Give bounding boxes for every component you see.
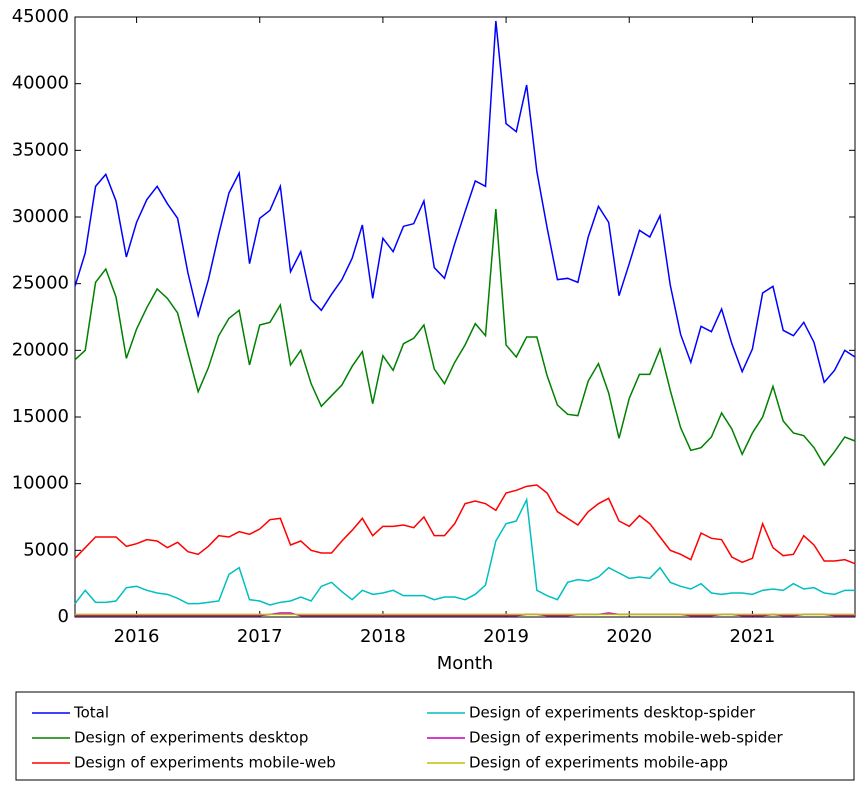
legend-label: Design of experiments mobile-app xyxy=(469,754,728,772)
x-tick-label: 2021 xyxy=(729,626,775,647)
x-tick-label: 2019 xyxy=(483,626,529,647)
y-tick-label: 10000 xyxy=(12,473,69,494)
x-tick-label: 2016 xyxy=(114,626,160,647)
y-tick-label: 40000 xyxy=(12,73,69,94)
legend-label: Design of experiments desktop-spider xyxy=(469,704,756,722)
y-tick-label: 0 xyxy=(58,606,69,627)
y-tick-label: 25000 xyxy=(12,273,69,294)
x-axis-label: Month xyxy=(437,653,493,674)
legend-label: Total xyxy=(73,704,109,722)
x-tick-label: 2018 xyxy=(360,626,406,647)
series-line xyxy=(74,484,856,565)
x-tick-label: 2020 xyxy=(606,626,652,647)
legend-label: Design of experiments mobile-web-spider xyxy=(469,729,783,747)
series-line xyxy=(74,20,856,384)
y-tick-label: 30000 xyxy=(12,206,69,227)
y-tick-label: 20000 xyxy=(12,339,69,360)
legend-box xyxy=(15,691,855,781)
series-line xyxy=(74,208,856,467)
x-tick-label: 2017 xyxy=(237,626,283,647)
y-tick-label: 15000 xyxy=(12,406,69,427)
plot-frame xyxy=(74,16,856,618)
legend-label: Design of experiments desktop xyxy=(74,729,308,747)
legend: Total Design of experiments desktop Design… xyxy=(32,704,783,772)
legend-label: Design of experiments mobile-web xyxy=(74,754,336,772)
y-tick-label: 45000 xyxy=(12,6,69,27)
series-line xyxy=(74,497,855,606)
y-tick-label: 5000 xyxy=(23,539,69,560)
y-tick-label: 35000 xyxy=(12,139,69,160)
